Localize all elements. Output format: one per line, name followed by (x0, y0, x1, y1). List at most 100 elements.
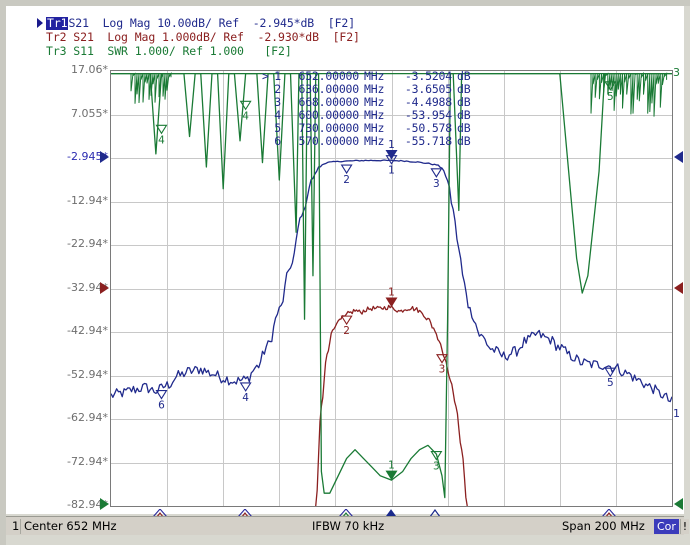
marker-readout-row[interactable]: 5 730.00000 MHz -50.578 dB (262, 122, 481, 135)
marker-frequency-unit: MHz (364, 69, 385, 83)
plot-marker: 1 (385, 287, 398, 308)
marker-value-unit: dB (457, 95, 471, 109)
marker-value: -3.6505 (404, 82, 452, 96)
svg-text:5: 5 (607, 91, 614, 103)
marker-active-indicator: > (262, 69, 269, 83)
y-axis-tick-label: 17.06* (71, 63, 108, 76)
plot-marker: 2 (340, 315, 353, 337)
y-axis-tick-label: -62.94* (67, 411, 108, 424)
reference-pointer-tr3-left[interactable] (100, 498, 109, 510)
plot-marker: 3 (430, 450, 443, 473)
marker-frequency: 570.00000 (298, 134, 359, 148)
plot-marker: 4 (155, 124, 168, 146)
marker-frequency: 668.00000 (298, 95, 359, 109)
frame-bevel-top (0, 0, 690, 6)
status-span[interactable]: Span 200 MHz (562, 519, 645, 533)
marker-number: 3 (274, 95, 281, 109)
y-axis-tick-label: -32.94* (67, 280, 108, 294)
svg-text:3: 3 (439, 364, 446, 376)
svg-text:1: 1 (388, 460, 395, 472)
marker-value-unit: dB (457, 69, 471, 83)
marker-frequency-unit: MHz (364, 134, 385, 148)
plot-marker: 6 (155, 390, 168, 412)
trace-label-tr1[interactable]: Tr1 (46, 16, 69, 30)
reference-pointer-tr1-right[interactable] (674, 151, 683, 164)
marker-frequency-unit: MHz (364, 82, 385, 96)
svg-text:4: 4 (242, 392, 249, 404)
marker-value-unit: dB (457, 121, 471, 135)
svg-text:2: 2 (343, 325, 350, 337)
status-ifbw[interactable]: IFBW 70 kHz (312, 519, 385, 533)
status-separator (20, 519, 21, 534)
marker-value-unit: dB (457, 108, 471, 122)
reference-pointer-tr3-right[interactable] (674, 498, 683, 510)
trace-status-header: Tr1S21 Log Mag 10.00dB/ Ref -2.945*dB [F… (37, 17, 476, 59)
active-trace-arrow-icon (37, 18, 43, 28)
trace-status-tr3[interactable]: Tr3 S11 SWR 1.000/ Ref 1.000 [F2] (46, 44, 292, 58)
status-correction-badge[interactable]: Cor (654, 519, 679, 534)
svg-text:2: 2 (343, 174, 350, 186)
marker-readout-row[interactable]: 3 668.00000 MHz -4.4988 dB (262, 96, 481, 109)
plot-marker: 1 (385, 139, 398, 160)
trace-status-tr2[interactable]: Tr2 S21 Log Mag 1.000dB/ Ref -2.930*dB [… (46, 30, 360, 44)
svg-text:3: 3 (433, 461, 440, 473)
marker-number: 6 (274, 134, 281, 148)
svg-text:1: 1 (388, 139, 395, 151)
marker-frequency-unit: MHz (364, 95, 385, 109)
marker-value: -53.954 (404, 108, 452, 122)
reference-pointer-tr2-right[interactable] (674, 281, 683, 294)
marker-number: 5 (274, 121, 281, 135)
marker-value: -50.578 (404, 121, 452, 135)
trace-settings-tr1: S21 Log Mag 10.00dB/ Ref -2.945*dB [F2] (68, 16, 356, 30)
marker-frequency-unit: MHz (364, 108, 385, 122)
plot-marker: 1 (385, 155, 398, 177)
y-axis-tick-label: -72.94* (67, 454, 108, 468)
plot-marker: 2 (340, 164, 353, 186)
marker-readout-row[interactable]: >1 652.00000 MHz -3.5204 dB (262, 70, 481, 83)
frame-bevel-left (0, 0, 6, 545)
marker-readout-table[interactable]: >1 652.00000 MHz -3.5204 dB 2 636.00000 MHz -3.6… (262, 70, 481, 148)
y-axis-tick-label: -2.945* (67, 150, 108, 163)
y-axis-tick-label: -12.94* (67, 193, 108, 207)
reference-pointer-tr1-left[interactable] (100, 151, 109, 164)
marker-number: 1 (274, 69, 281, 83)
reference-pointer-tr2-left[interactable] (100, 281, 109, 294)
y-axis-tick-label: -82.94* (67, 498, 108, 511)
y-axis-tick-label: 7.055* (71, 106, 108, 120)
gridlines (111, 71, 672, 506)
marker-frequency: 652.00000 (298, 69, 359, 83)
marker-readout-row[interactable]: 2 636.00000 MHz -3.6505 dB (262, 83, 481, 96)
plot-marker: 1 (385, 460, 398, 481)
y-axis-tick-label: -52.94* (67, 367, 108, 381)
marker-value: -4.4988 (404, 95, 452, 109)
y-axis-labels: 17.06* 7.055* -2.945* -12.94* -22.94* -32.94*… (40, 62, 108, 514)
status-uncal-indicator: ! (680, 519, 689, 534)
svg-text:1: 1 (388, 287, 395, 299)
plot-marker: 5 (604, 367, 617, 389)
plot-marker: 5 (604, 81, 617, 103)
y-axis-tick-label: -42.94* (67, 324, 108, 337)
trace-tag-1: 1 (673, 407, 680, 421)
status-channel-number: 1 (12, 519, 20, 533)
marker-readout-row[interactable]: 4 600.00000 MHz -53.954 dB (262, 109, 481, 122)
marker-readout-row[interactable]: 6 570.00000 MHz -55.718 dB (262, 135, 481, 148)
svg-text:4: 4 (242, 110, 249, 122)
marker-value: -55.718 (404, 134, 452, 148)
svg-text:4: 4 (158, 134, 165, 146)
marker-frequency: 636.00000 (298, 82, 359, 96)
plot-marker: 4 (239, 382, 252, 404)
plot-marker: 4 (239, 100, 252, 122)
trace-status-tr1[interactable]: Tr1S21 Log Mag 10.00dB/ Ref -2.945*dB [F… (46, 17, 355, 30)
status-center-frequency[interactable]: Center 652 MHz (24, 519, 117, 533)
status-bar: 1 Center 652 MHz IFBW 70 kHz Span 200 MH… (6, 516, 689, 535)
svg-text:5: 5 (607, 377, 614, 389)
trace-tag-3: 3 (673, 66, 680, 79)
marker-value-unit: dB (457, 82, 471, 96)
svg-text:6: 6 (158, 400, 165, 412)
marker-frequency: 600.00000 (298, 108, 359, 122)
y-axis-tick-label: -22.94* (67, 237, 108, 250)
